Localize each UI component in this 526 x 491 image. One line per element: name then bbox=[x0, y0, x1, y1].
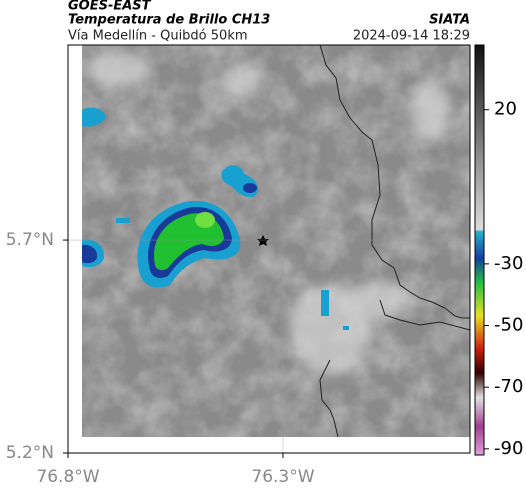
y-tick-label: 5.2°N bbox=[6, 443, 54, 463]
timestamp: 2024-09-14 18:29 bbox=[353, 29, 470, 44]
y-tick-label: 5.7°N bbox=[6, 230, 54, 250]
x-tick-label: 76.8°W bbox=[36, 467, 99, 487]
satellite-image bbox=[82, 45, 470, 437]
colorbar-tick-label: -30 bbox=[494, 253, 523, 274]
org: SIATA bbox=[429, 13, 470, 28]
colorbar bbox=[474, 44, 485, 456]
colorbar-tick-label: -70 bbox=[494, 376, 523, 397]
title: Temperatura de Brillo CH13 bbox=[68, 13, 270, 28]
colorbar-tick-label: -90 bbox=[494, 438, 523, 459]
colorbar-tick-label: -50 bbox=[494, 315, 523, 336]
source: GOES-EAST bbox=[68, 0, 152, 14]
x-tick-label: 76.3°W bbox=[251, 467, 314, 487]
map-frame bbox=[67, 44, 471, 454]
subtitle: Vía Medellín - Quibdó 50km bbox=[68, 29, 248, 44]
colorbar-tick-label: 20 bbox=[494, 99, 517, 120]
